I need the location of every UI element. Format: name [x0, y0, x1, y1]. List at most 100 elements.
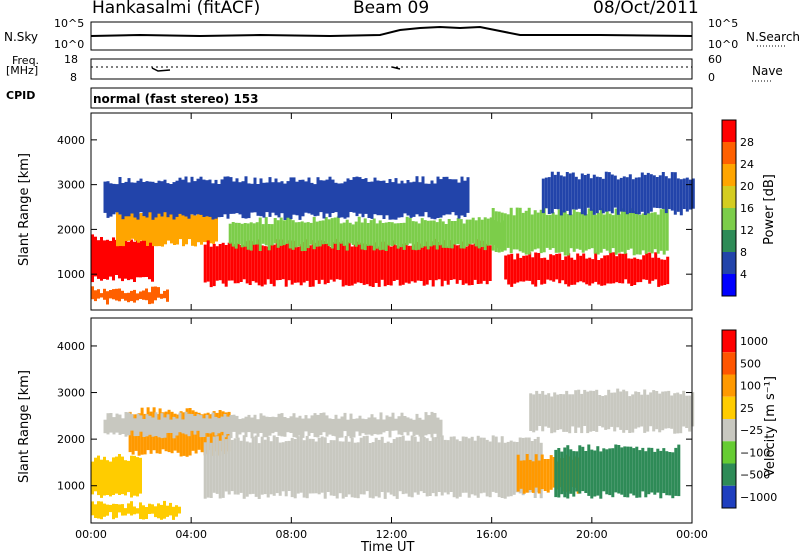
data-cell [145, 414, 149, 437]
data-cell [215, 246, 219, 281]
data-cell [671, 452, 675, 499]
data-cell [587, 444, 591, 496]
data-cell [115, 184, 119, 213]
data-cell [242, 435, 246, 499]
data-cell [554, 214, 558, 253]
data-cell [142, 182, 146, 217]
data-cell [127, 460, 130, 493]
data-cell [184, 411, 188, 435]
data-cell [556, 171, 560, 210]
data-cell [452, 243, 456, 280]
data-cell [124, 508, 127, 516]
data-cell [608, 448, 612, 496]
data-cell [230, 242, 234, 281]
data-cell [365, 435, 369, 492]
data-cell [250, 183, 254, 213]
data-cell [621, 253, 625, 284]
data-cell [178, 506, 181, 514]
data-cell [349, 413, 353, 439]
data-cell [451, 179, 455, 213]
data-cell [452, 436, 456, 498]
data-cell [553, 174, 557, 209]
data-cell [534, 454, 538, 488]
data-cell [294, 222, 298, 248]
data-cell [519, 460, 523, 489]
data-cell [590, 209, 594, 249]
data-cell [241, 418, 245, 433]
data-cell [267, 224, 271, 251]
data-cell [292, 413, 296, 438]
data-cell [458, 244, 462, 281]
colorbar-tick-label: −500 [740, 469, 770, 482]
data-cell [298, 415, 302, 436]
data-cell [461, 436, 465, 493]
data-cell [166, 414, 170, 433]
data-cell [100, 237, 103, 281]
data-cell [359, 242, 363, 284]
data-cell [286, 418, 290, 433]
data-cell [436, 176, 440, 218]
data-cell [154, 506, 157, 518]
x-tick-label: 00:00 [75, 528, 107, 541]
data-cell [244, 176, 248, 219]
data-cell [203, 214, 206, 243]
data-cell [310, 415, 314, 433]
data-cell [473, 440, 477, 496]
data-cell [607, 172, 611, 212]
data-cell [563, 447, 567, 498]
data-cell [264, 217, 268, 246]
data-cell [238, 182, 242, 215]
data-cell [424, 412, 428, 436]
data-cell [527, 207, 531, 255]
data-cell [581, 210, 585, 253]
data-cell [278, 442, 282, 496]
data-cell [497, 442, 501, 498]
data-cell [166, 183, 170, 218]
y-tick-label: 2000 [57, 433, 85, 446]
data-cell [551, 212, 555, 249]
data-cell [290, 240, 294, 285]
data-cell [125, 213, 128, 242]
data-cell [371, 442, 375, 499]
data-cell [276, 220, 280, 248]
data-cell [130, 501, 133, 516]
data-cell [112, 417, 116, 435]
data-cell [516, 253, 520, 283]
data-cell [142, 419, 146, 437]
data-cell [464, 246, 468, 284]
data-cell [109, 461, 112, 497]
data-cell [595, 389, 599, 432]
data-cell [283, 417, 287, 437]
data-cell [468, 219, 472, 245]
data-cell [566, 445, 570, 499]
data-cell [479, 240, 483, 284]
data-cell [139, 502, 142, 519]
data-cell [625, 391, 629, 431]
x-tick-label: 08:00 [275, 528, 307, 541]
data-cell [175, 180, 179, 217]
x-tick-label: 12:00 [376, 528, 408, 541]
data-cell [626, 446, 630, 498]
data-cell [308, 245, 312, 287]
data-cell [594, 252, 598, 282]
data-cell [482, 240, 486, 281]
data-cell [214, 179, 218, 219]
y-tick-label: 1000 [57, 480, 85, 493]
data-cell [310, 182, 314, 215]
y-tick-label: 3000 [57, 179, 85, 192]
data-cell [612, 252, 616, 284]
data-cell [163, 290, 166, 299]
data-cell [236, 243, 240, 284]
data-cell [243, 223, 247, 247]
data-cell [131, 414, 135, 455]
data-cell [395, 437, 399, 499]
data-cell [460, 176, 464, 216]
freq-strip [90, 58, 693, 80]
data-cell [537, 460, 541, 494]
freq-unit: [MHz] [6, 64, 39, 77]
data-cell [328, 176, 332, 218]
power-colorbar-label: Power [dB] [761, 174, 777, 245]
data-cell [557, 448, 561, 498]
data-cell [575, 211, 579, 249]
data-cell [347, 242, 351, 286]
